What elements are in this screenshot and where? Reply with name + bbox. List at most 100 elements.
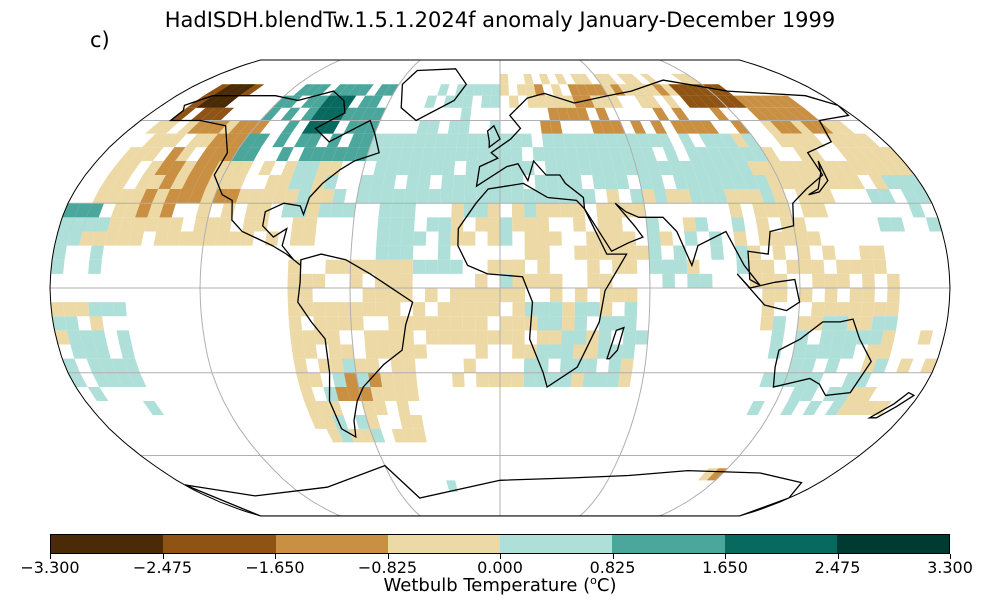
anomaly-cell	[104, 231, 120, 246]
anomaly-cell	[396, 160, 411, 175]
anomaly-cell	[190, 107, 216, 121]
colorbar-tickmark	[725, 554, 726, 559]
anomaly-cell	[537, 302, 550, 317]
anomaly-cell	[388, 330, 402, 345]
anomaly-cell	[610, 231, 624, 246]
anomaly-cell	[228, 133, 250, 148]
anomaly-cell	[616, 73, 635, 85]
anomaly-cell	[86, 203, 104, 218]
anomaly-cell	[154, 160, 176, 175]
anomaly-cell	[424, 95, 438, 108]
anomaly-cell	[260, 189, 277, 204]
anomaly-cell	[299, 386, 316, 402]
anomaly-cell	[341, 203, 356, 218]
anomaly-cell	[865, 189, 884, 204]
anomaly-cell	[413, 133, 427, 148]
anomaly-cell	[445, 133, 459, 148]
anomaly-cell	[175, 147, 197, 161]
anomaly-cell	[829, 120, 855, 134]
anomaly-cell	[52, 245, 67, 260]
anomaly-cell	[806, 189, 824, 204]
anomaly-cell	[111, 174, 132, 190]
anomaly-cell	[446, 480, 458, 492]
anomaly-cell	[844, 133, 869, 148]
anomaly-cell	[797, 316, 812, 331]
anomaly-cell	[450, 259, 463, 274]
anomaly-cell	[873, 259, 887, 274]
anomaly-cell	[119, 344, 136, 359]
anomaly-cell	[765, 107, 790, 121]
anomaly-cell	[536, 217, 550, 232]
anomaly-cell	[205, 95, 231, 108]
anomaly-cell	[733, 231, 748, 246]
anomaly-cell	[659, 231, 674, 246]
anomaly-cell	[450, 316, 463, 331]
anomaly-cell	[410, 415, 425, 429]
colorbar-tickmark	[162, 554, 164, 559]
anomaly-cell	[784, 107, 810, 121]
anomaly-cell	[524, 217, 537, 232]
anomaly-cell	[759, 120, 782, 134]
anomaly-cell	[586, 245, 600, 260]
anomaly-cell	[475, 316, 488, 331]
anomaly-cell	[700, 189, 716, 204]
anomaly-cell	[280, 107, 301, 121]
anomaly-cell	[462, 330, 476, 345]
anomaly-cell	[780, 401, 800, 416]
anomaly-cell	[414, 344, 428, 359]
anomaly-cell	[141, 147, 164, 161]
anomaly-cell	[538, 73, 551, 85]
anomaly-cell	[87, 386, 109, 402]
anomaly-cell	[749, 147, 769, 161]
anomaly-cell	[549, 231, 562, 246]
anomaly-cell	[768, 160, 788, 175]
anomaly-cell	[79, 231, 95, 246]
anomaly-cell	[158, 174, 178, 190]
anomaly-cell	[597, 147, 613, 161]
anomaly-cell	[185, 133, 208, 148]
anomaly-cell	[272, 189, 288, 204]
anomaly-cell	[537, 245, 550, 260]
anomaly-cell	[629, 120, 647, 134]
anomaly-cell	[391, 428, 407, 443]
anomaly-cell	[291, 344, 306, 359]
anomaly-cell	[816, 344, 832, 359]
anomaly-cell	[122, 358, 140, 373]
anomaly-cell	[803, 147, 825, 161]
anomaly-cell	[370, 174, 385, 190]
anomaly-cell	[682, 217, 697, 232]
anomaly-cell	[710, 245, 724, 260]
anomaly-cell	[119, 147, 142, 161]
anomaly-cell	[646, 133, 663, 148]
anomaly-cell	[561, 330, 575, 345]
anomaly-cell	[500, 273, 513, 288]
anomaly-cell	[323, 174, 339, 190]
anomaly-cell	[358, 174, 374, 190]
anomaly-cell	[188, 189, 206, 204]
anomaly-cell	[64, 316, 80, 331]
anomaly-cell	[566, 107, 580, 121]
anomaly-cell	[635, 330, 649, 345]
colorbar-tickmark	[612, 554, 614, 559]
anomaly-cell	[837, 273, 850, 288]
anomaly-cell	[799, 120, 824, 134]
anomaly-cell	[272, 133, 292, 148]
anomaly-cell	[511, 189, 524, 204]
anomaly-cell	[303, 344, 318, 359]
anomaly-cell	[218, 120, 241, 134]
anomaly-cell	[75, 302, 90, 317]
colorbar-segment	[612, 535, 725, 553]
anomaly-cell	[769, 95, 795, 108]
anomaly-cell	[400, 259, 413, 274]
anomaly-cell	[546, 174, 559, 190]
anomaly-cell	[287, 273, 301, 288]
anomaly-cell	[140, 189, 159, 204]
anomaly-cell	[91, 330, 108, 345]
anomaly-cell	[221, 84, 248, 96]
anomaly-cell	[309, 415, 327, 429]
anomaly-cell	[512, 330, 525, 345]
anomaly-cell	[142, 160, 164, 175]
anomaly-cell	[669, 120, 688, 134]
anomaly-cell	[748, 259, 763, 274]
anomaly-cell	[327, 160, 344, 175]
